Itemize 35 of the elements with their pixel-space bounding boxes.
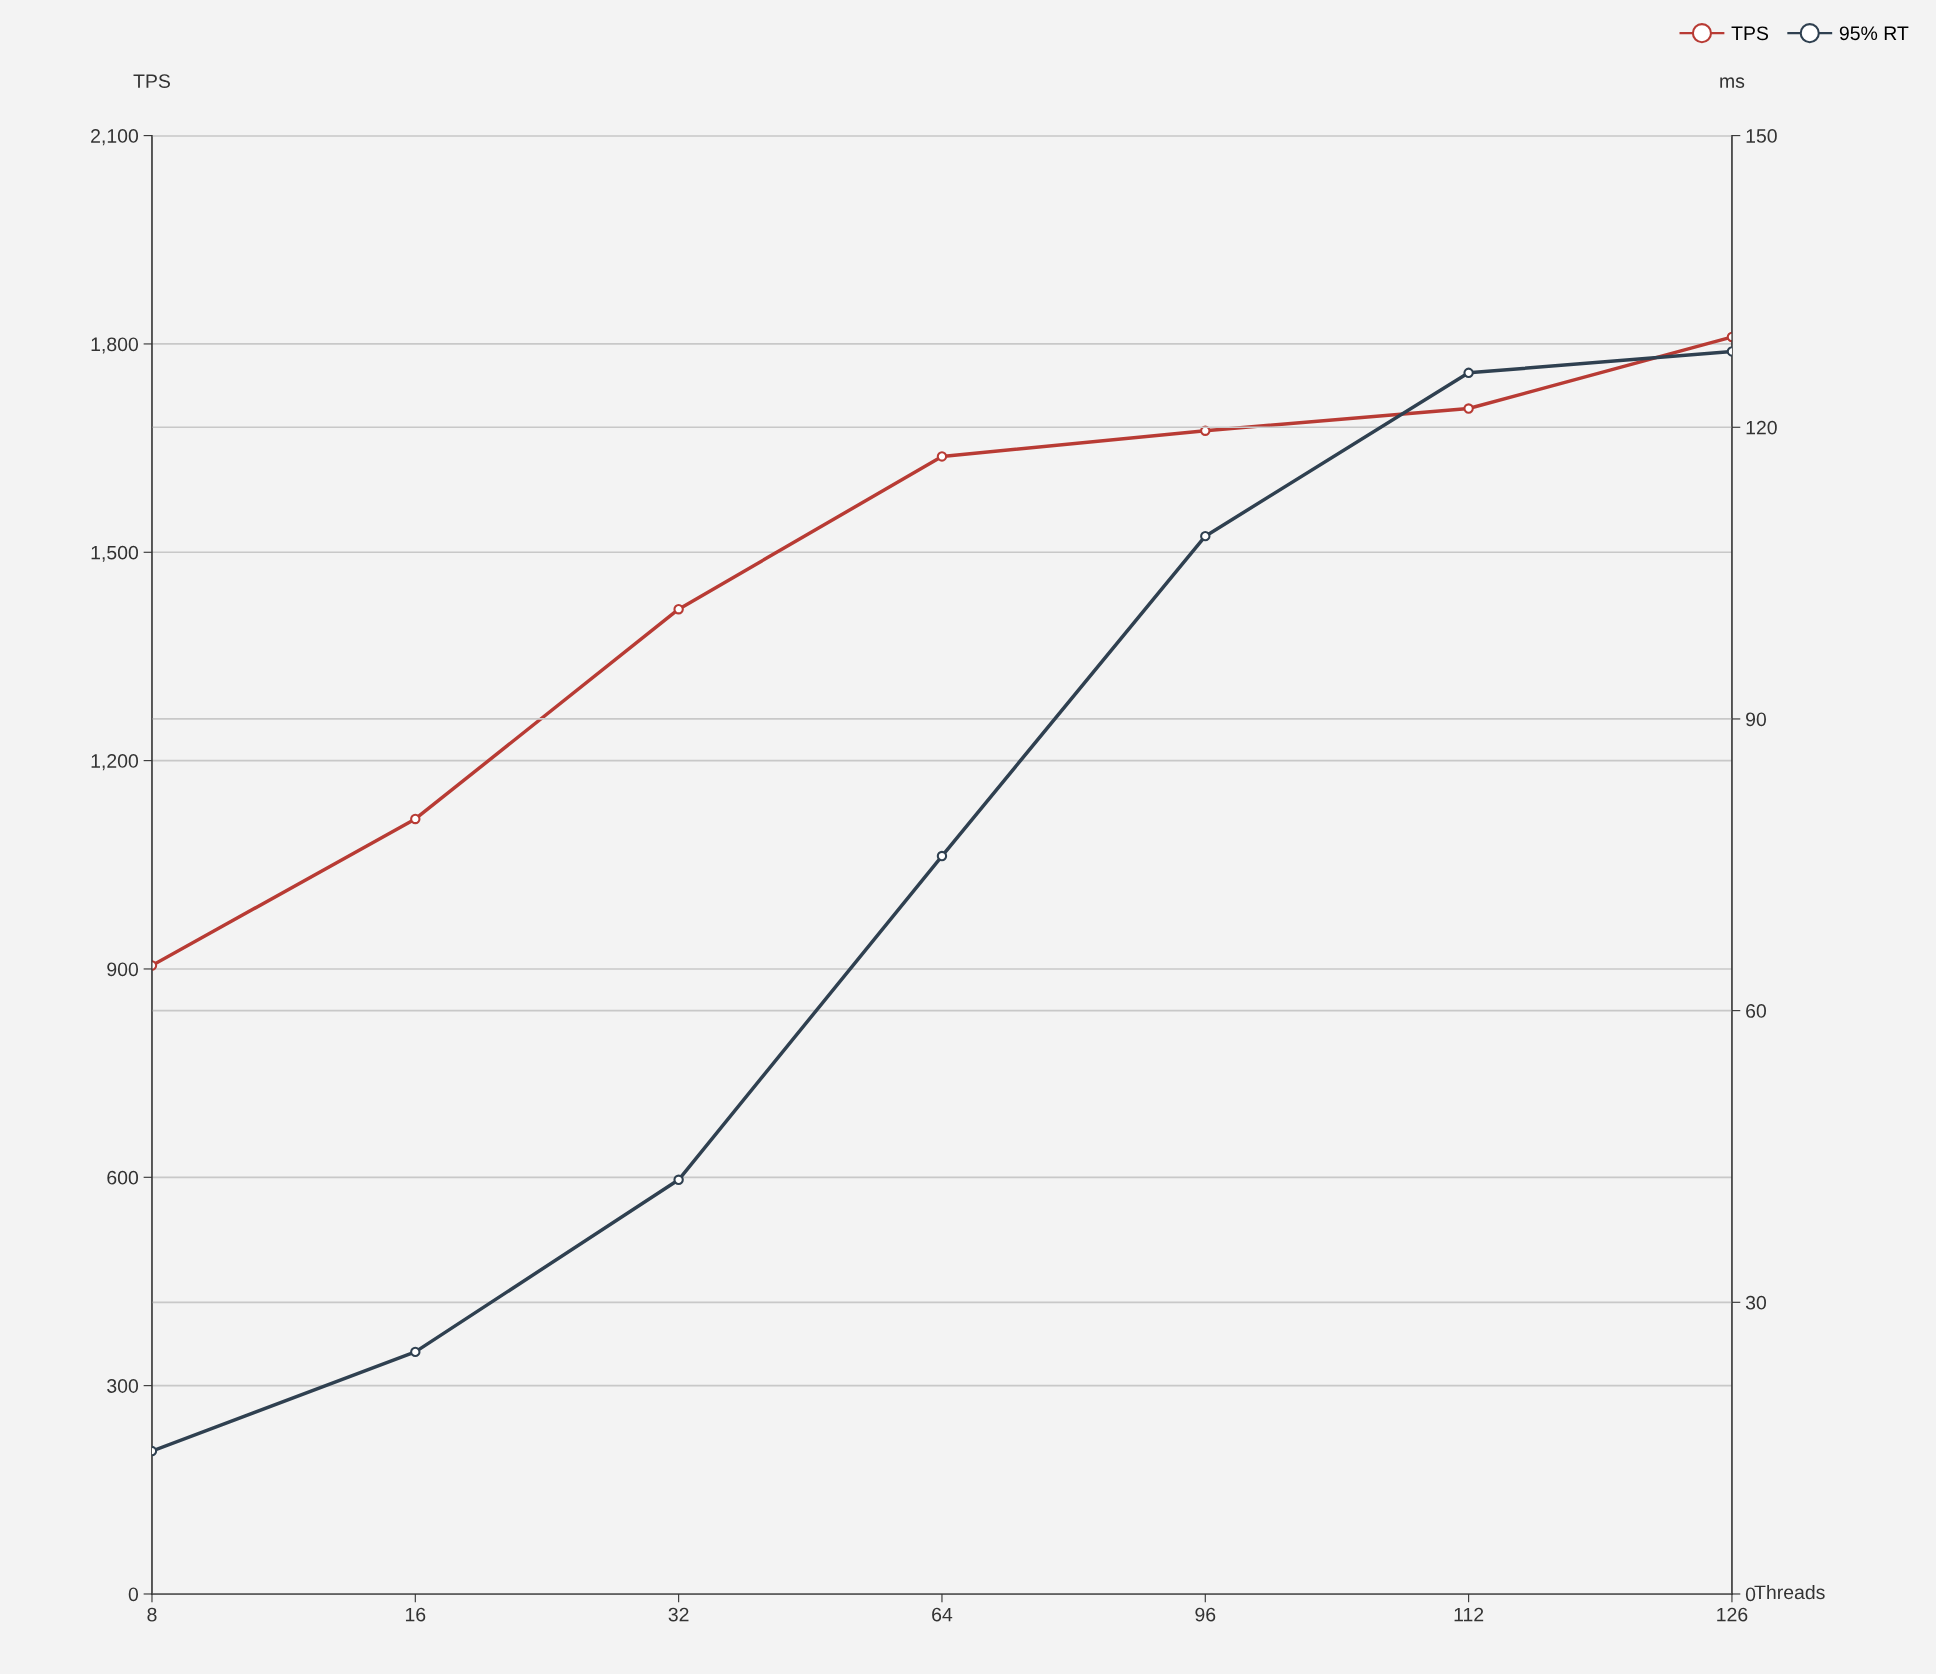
y-tick-label: 1,500 xyxy=(91,545,139,562)
y2-axis-title: ms xyxy=(1720,77,1745,88)
point xyxy=(410,1346,421,1358)
point xyxy=(1463,403,1474,414)
y-tick-label: 1,200 xyxy=(91,754,139,771)
point xyxy=(1200,530,1211,542)
x-tick-label: 16 xyxy=(405,1607,426,1622)
x-tick-label: 96 xyxy=(1195,1607,1216,1622)
y-tick-label: 600 xyxy=(107,1170,139,1185)
legend-label: TPS xyxy=(1731,26,1769,41)
y-axis-title: TPS xyxy=(133,74,170,88)
y2-tick-label: 30 xyxy=(1745,1295,1767,1310)
x-axis-title: Threads xyxy=(1754,1584,1825,1600)
x-tick-label: 8 xyxy=(147,1607,157,1622)
y2-tick-label: 60 xyxy=(1746,1004,1767,1018)
point xyxy=(936,451,948,462)
legend-label: 95% RT xyxy=(1839,26,1909,41)
point xyxy=(673,604,684,615)
x-tick-label: 126 xyxy=(1717,1607,1748,1622)
y2-tick-label: 90 xyxy=(1746,712,1767,727)
x-tick-label: 112 xyxy=(1454,1607,1484,1622)
y-tick-label: 900 xyxy=(107,962,139,977)
y-tick-label: 300 xyxy=(107,1379,139,1393)
y2-tick-label: 150 xyxy=(1746,129,1777,143)
y-tick-label: 2,100 xyxy=(91,129,139,146)
point xyxy=(673,1174,684,1186)
point xyxy=(936,850,948,862)
y2-tick-label: 120 xyxy=(1746,420,1777,435)
y2-tick-label: 0 xyxy=(1745,1587,1756,1602)
point xyxy=(410,813,421,825)
x-tick-label: 64 xyxy=(932,1607,953,1622)
x-tick-label: 32 xyxy=(668,1607,689,1622)
y-tick-label: 1,800 xyxy=(91,337,139,354)
y-tick-label: 0 xyxy=(128,1587,139,1602)
point xyxy=(1463,367,1474,379)
